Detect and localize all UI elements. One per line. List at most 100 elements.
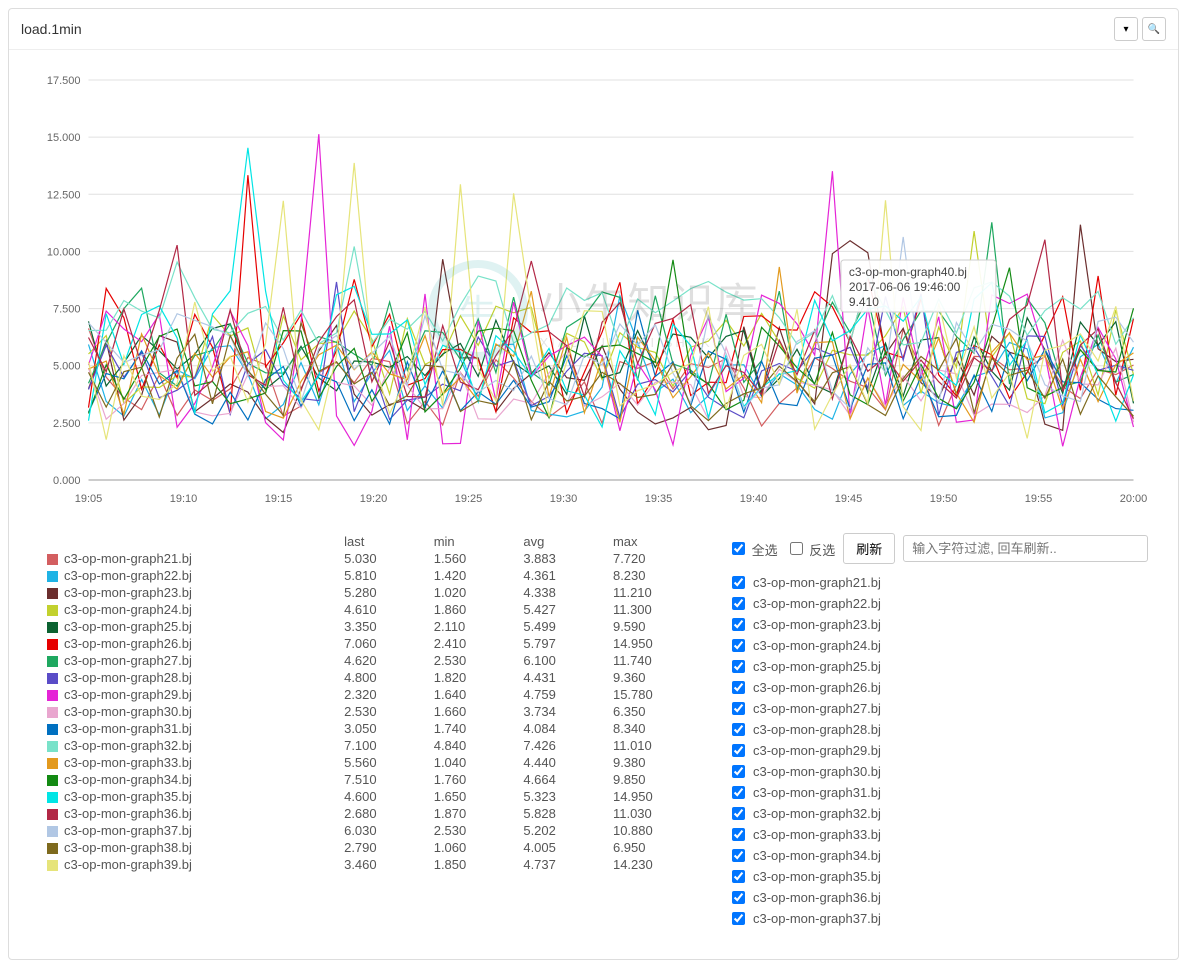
filter-item-label: c3-op-mon-graph37.bj: [753, 911, 881, 926]
filter-item[interactable]: c3-op-mon-graph21.bj: [728, 572, 1148, 593]
series-color-swatch: [47, 554, 58, 565]
stats-table: lastminavgmaxc3-op-mon-graph21.bj5.0301.…: [39, 533, 708, 873]
filter-checkbox[interactable]: [732, 744, 745, 757]
filter-item[interactable]: c3-op-mon-graph22.bj: [728, 593, 1148, 614]
stat-max: 15.780: [605, 686, 708, 703]
table-row[interactable]: c3-op-mon-graph27.bj4.6202.5306.10011.74…: [39, 652, 708, 669]
stat-max: 9.590: [605, 618, 708, 635]
filter-checkbox[interactable]: [732, 576, 745, 589]
filter-checkbox[interactable]: [732, 702, 745, 715]
series-color-swatch: [47, 656, 58, 667]
stat-last: 3.460: [336, 856, 426, 873]
filter-checkbox[interactable]: [732, 828, 745, 841]
table-row[interactable]: c3-op-mon-graph24.bj4.6101.8605.42711.30…: [39, 601, 708, 618]
filter-checkbox[interactable]: [732, 891, 745, 904]
stat-max: 14.950: [605, 788, 708, 805]
table-row[interactable]: c3-op-mon-graph29.bj2.3201.6404.75915.78…: [39, 686, 708, 703]
stat-avg: 5.499: [515, 618, 605, 635]
table-row[interactable]: c3-op-mon-graph36.bj2.6801.8705.82811.03…: [39, 805, 708, 822]
stat-last: 4.800: [336, 669, 426, 686]
stat-avg: 4.338: [515, 584, 605, 601]
stat-min: 1.870: [426, 805, 516, 822]
filter-checkbox[interactable]: [732, 681, 745, 694]
filter-checkbox[interactable]: [732, 660, 745, 673]
stat-max: 6.350: [605, 703, 708, 720]
stat-last: 7.510: [336, 771, 426, 788]
filter-item[interactable]: c3-op-mon-graph32.bj: [728, 803, 1148, 824]
table-row[interactable]: c3-op-mon-graph39.bj3.4601.8504.73714.23…: [39, 856, 708, 873]
stat-min: 1.660: [426, 703, 516, 720]
svg-text:5.000: 5.000: [53, 361, 81, 373]
filter-checkbox[interactable]: [732, 786, 745, 799]
invert-label[interactable]: 反选: [786, 539, 836, 559]
stat-last: 5.560: [336, 754, 426, 771]
select-all-label[interactable]: 全选: [728, 539, 778, 559]
table-row[interactable]: c3-op-mon-graph21.bj5.0301.5603.8837.720: [39, 550, 708, 567]
filter-checkbox[interactable]: [732, 765, 745, 778]
filter-checkbox[interactable]: [732, 597, 745, 610]
filter-item[interactable]: c3-op-mon-graph37.bj: [728, 908, 1148, 929]
filter-item-label: c3-op-mon-graph32.bj: [753, 806, 881, 821]
table-row[interactable]: c3-op-mon-graph31.bj3.0501.7404.0848.340: [39, 720, 708, 737]
stats-column: lastminavgmaxc3-op-mon-graph21.bj5.0301.…: [39, 533, 708, 929]
stat-last: 4.620: [336, 652, 426, 669]
filter-checkbox[interactable]: [732, 639, 745, 652]
filter-item[interactable]: c3-op-mon-graph33.bj: [728, 824, 1148, 845]
stat-max: 11.010: [605, 737, 708, 754]
series-color-swatch: [47, 622, 58, 633]
svg-text:2017-06-06 19:46:00: 2017-06-06 19:46:00: [849, 280, 961, 294]
filter-item[interactable]: c3-op-mon-graph23.bj: [728, 614, 1148, 635]
filter-item[interactable]: c3-op-mon-graph24.bj: [728, 635, 1148, 656]
table-row[interactable]: c3-op-mon-graph37.bj6.0302.5305.20210.88…: [39, 822, 708, 839]
filter-checkbox[interactable]: [732, 618, 745, 631]
table-row[interactable]: c3-op-mon-graph35.bj4.6001.6505.32314.95…: [39, 788, 708, 805]
filter-checkbox[interactable]: [732, 849, 745, 862]
dropdown-button[interactable]: ▾: [1114, 17, 1138, 41]
series-name: c3-op-mon-graph34.bj: [64, 772, 192, 787]
svg-text:20:00: 20:00: [1120, 493, 1148, 505]
filter-input[interactable]: [903, 535, 1148, 562]
series-color-swatch: [47, 758, 58, 769]
table-row[interactable]: c3-op-mon-graph28.bj4.8001.8204.4319.360: [39, 669, 708, 686]
line-chart[interactable]: 0.0002.5005.0007.50010.00012.50015.00017…: [29, 70, 1158, 510]
filter-checkbox[interactable]: [732, 807, 745, 820]
stat-max: 9.380: [605, 754, 708, 771]
magnify-icon: 🔍: [1148, 24, 1160, 35]
stat-last: 4.600: [336, 788, 426, 805]
table-row[interactable]: c3-op-mon-graph32.bj7.1004.8407.42611.01…: [39, 737, 708, 754]
filter-item[interactable]: c3-op-mon-graph28.bj: [728, 719, 1148, 740]
stat-avg: 5.202: [515, 822, 605, 839]
table-row[interactable]: c3-op-mon-graph22.bj5.8101.4204.3618.230: [39, 567, 708, 584]
invert-checkbox[interactable]: [790, 542, 803, 555]
stat-max: 10.880: [605, 822, 708, 839]
refresh-button[interactable]: 刷新: [843, 533, 895, 564]
filter-item[interactable]: c3-op-mon-graph36.bj: [728, 887, 1148, 908]
table-row[interactable]: c3-op-mon-graph30.bj2.5301.6603.7346.350: [39, 703, 708, 720]
table-row[interactable]: c3-op-mon-graph23.bj5.2801.0204.33811.21…: [39, 584, 708, 601]
filter-item[interactable]: c3-op-mon-graph31.bj: [728, 782, 1148, 803]
table-row[interactable]: c3-op-mon-graph34.bj7.5101.7604.6649.850: [39, 771, 708, 788]
filter-item[interactable]: c3-op-mon-graph35.bj: [728, 866, 1148, 887]
filter-item[interactable]: c3-op-mon-graph27.bj: [728, 698, 1148, 719]
table-row[interactable]: c3-op-mon-graph26.bj7.0602.4105.79714.95…: [39, 635, 708, 652]
filter-item[interactable]: c3-op-mon-graph30.bj: [728, 761, 1148, 782]
table-row[interactable]: c3-op-mon-graph25.bj3.3502.1105.4999.590: [39, 618, 708, 635]
filter-item[interactable]: c3-op-mon-graph25.bj: [728, 656, 1148, 677]
svg-text:0.000: 0.000: [53, 475, 81, 487]
table-row[interactable]: c3-op-mon-graph38.bj2.7901.0604.0056.950: [39, 839, 708, 856]
stat-min: 1.020: [426, 584, 516, 601]
select-all-checkbox[interactable]: [732, 542, 745, 555]
filter-checkbox[interactable]: [732, 870, 745, 883]
filter-item[interactable]: c3-op-mon-graph29.bj: [728, 740, 1148, 761]
stat-max: 7.720: [605, 550, 708, 567]
stat-max: 11.300: [605, 601, 708, 618]
filter-item[interactable]: c3-op-mon-graph34.bj: [728, 845, 1148, 866]
zoom-button[interactable]: 🔍: [1142, 17, 1166, 41]
series-name: c3-op-mon-graph35.bj: [64, 789, 192, 804]
series-name: c3-op-mon-graph24.bj: [64, 602, 192, 617]
svg-text:17.500: 17.500: [47, 75, 81, 87]
svg-text:c3-op-mon-graph40.bj: c3-op-mon-graph40.bj: [849, 265, 967, 279]
table-row[interactable]: c3-op-mon-graph33.bj5.5601.0404.4409.380: [39, 754, 708, 771]
filter-checkbox[interactable]: [732, 723, 745, 736]
filter-item[interactable]: c3-op-mon-graph26.bj: [728, 677, 1148, 698]
